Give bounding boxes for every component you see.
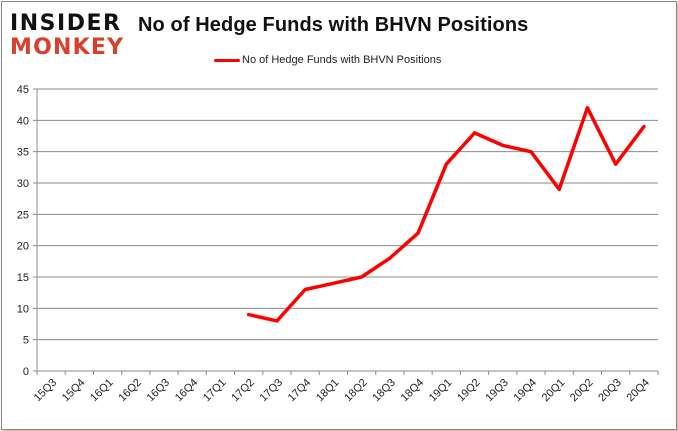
y-tick-label: 15: [17, 272, 29, 284]
data-point: [585, 106, 589, 110]
x-tick-label: 19Q3: [483, 377, 511, 405]
data-point: [557, 187, 561, 191]
x-tick-label: 17Q1: [201, 377, 229, 405]
x-tick-label: 16Q4: [173, 377, 201, 405]
x-tick-label: 20Q2: [568, 377, 596, 405]
x-tick-label: 19Q4: [512, 377, 540, 405]
data-point: [614, 162, 618, 166]
y-tick-label: 20: [17, 241, 29, 253]
x-tick-label: 16Q3: [145, 377, 173, 405]
x-tick-label: 15Q4: [60, 377, 88, 405]
x-tick-label: 17Q3: [258, 377, 286, 405]
y-tick-label: 45: [17, 84, 29, 96]
insider-monkey-logo: INSIDER MONKEY: [10, 11, 124, 58]
x-tick-label: 18Q1: [314, 377, 342, 405]
y-tick-label: 35: [17, 147, 29, 159]
x-tick-label: 18Q3: [370, 377, 398, 405]
x-tick-label: 20Q3: [596, 377, 624, 405]
x-tick-label: 16Q1: [88, 377, 116, 405]
data-point: [303, 288, 307, 292]
data-point: [444, 162, 448, 166]
data-point: [473, 131, 477, 135]
logo-line2: MONKEY: [10, 35, 124, 58]
legend: No of Hedge Funds with BHVN Positions: [214, 54, 441, 66]
x-tick-label: 16Q2: [116, 377, 144, 405]
data-point: [642, 125, 646, 129]
data-point: [275, 319, 279, 323]
y-tick-label: 10: [17, 303, 29, 315]
data-point: [247, 313, 251, 317]
x-tick-label: 17Q2: [229, 377, 257, 405]
x-tick-label: 19Q1: [427, 377, 455, 405]
x-tick-label: 15Q3: [32, 377, 60, 405]
y-tick-label: 30: [17, 178, 29, 190]
data-point: [529, 150, 533, 154]
x-tick-label: 18Q2: [342, 377, 370, 405]
data-point: [360, 275, 364, 279]
data-point: [388, 256, 392, 260]
data-point: [501, 143, 505, 147]
data-point: [416, 231, 420, 235]
y-tick-label: 5: [23, 335, 29, 347]
x-tick-label: 19Q2: [455, 377, 483, 405]
x-tick-label: 18Q4: [399, 377, 427, 405]
x-tick-label: 20Q4: [624, 377, 652, 405]
y-tick-label: 0: [23, 366, 29, 378]
y-tick-label: 25: [17, 209, 29, 221]
y-tick-label: 40: [17, 115, 29, 127]
legend-swatch: [214, 58, 240, 62]
data-point: [331, 281, 335, 285]
chart-title: No of Hedge Funds with BHVN Positions: [138, 14, 529, 36]
x-tick-label: 20Q1: [540, 377, 568, 405]
legend-label: No of Hedge Funds with BHVN Positions: [242, 54, 442, 66]
x-tick-label: 17Q4: [286, 377, 314, 405]
